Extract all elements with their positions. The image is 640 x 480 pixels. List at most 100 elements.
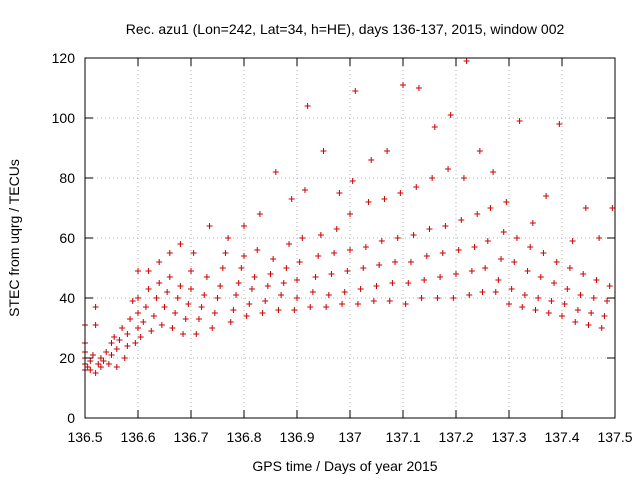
data-point — [609, 205, 616, 211]
data-point — [548, 298, 555, 304]
y-tick-label: 0 — [67, 410, 75, 426]
data-point — [413, 184, 420, 190]
data-point — [142, 304, 149, 310]
grid-lines — [85, 58, 615, 418]
data-point — [508, 286, 515, 292]
data-point — [333, 226, 340, 232]
data-point — [233, 292, 240, 298]
data-point — [331, 250, 338, 256]
x-tick-label: 137.4 — [544, 429, 579, 445]
data-point — [540, 250, 547, 256]
data-point — [214, 295, 221, 301]
data-point — [386, 298, 393, 304]
data-point — [418, 295, 425, 301]
data-point — [172, 310, 179, 316]
data-point — [460, 175, 467, 181]
data-point — [140, 319, 147, 325]
data-point — [373, 283, 380, 289]
data-point — [188, 286, 194, 292]
data-point — [230, 307, 237, 313]
data-point — [397, 190, 404, 196]
data-point — [296, 259, 303, 265]
data-point — [384, 148, 391, 154]
data-point — [219, 265, 226, 271]
y-tick-label: 60 — [59, 230, 75, 246]
data-point — [190, 250, 197, 256]
data-point — [185, 301, 192, 307]
data-point — [108, 352, 115, 358]
data-point — [349, 178, 356, 184]
data-point — [259, 310, 266, 316]
data-point — [572, 319, 579, 325]
x-tick-label: 136.6 — [120, 429, 155, 445]
data-point — [238, 265, 245, 271]
data-point — [158, 322, 165, 328]
y-tick-label: 80 — [59, 170, 75, 186]
data-point — [445, 166, 452, 172]
data-point — [492, 289, 499, 295]
data-point — [148, 328, 155, 334]
data-point — [588, 310, 595, 316]
data-point — [166, 250, 173, 256]
data-point — [198, 304, 205, 310]
data-point — [129, 298, 136, 304]
data-point — [506, 301, 512, 307]
y-tick-label: 20 — [59, 350, 75, 366]
data-point — [378, 238, 385, 244]
data-point — [365, 199, 372, 205]
data-point — [113, 346, 120, 352]
data-point — [166, 274, 173, 280]
x-tick-label: 136.8 — [226, 429, 261, 445]
data-point — [513, 235, 520, 241]
data-point — [368, 157, 375, 163]
data-point — [606, 283, 613, 289]
data-point — [582, 205, 589, 211]
data-point — [217, 283, 224, 289]
data-point — [209, 325, 216, 331]
data-point — [304, 103, 311, 109]
x-tick-label: 136.9 — [279, 429, 314, 445]
data-point — [561, 301, 568, 307]
data-point — [476, 148, 483, 154]
x-tick-label: 137.5 — [597, 429, 632, 445]
data-point — [92, 304, 99, 310]
data-point — [429, 175, 436, 181]
data-point — [307, 304, 314, 310]
data-point — [203, 274, 210, 280]
data-point — [89, 352, 96, 358]
data-point — [254, 247, 261, 253]
data-point — [347, 211, 353, 217]
data-point — [92, 322, 99, 328]
data-point — [466, 292, 473, 298]
data-point — [267, 271, 274, 277]
data-point — [511, 259, 518, 265]
data-point — [596, 235, 603, 241]
data-point — [341, 289, 348, 295]
data-point — [569, 238, 576, 244]
data-point — [177, 241, 184, 247]
data-point — [87, 358, 94, 364]
data-point — [95, 361, 102, 367]
data-point — [347, 247, 353, 253]
data-points — [82, 58, 616, 376]
data-point — [188, 268, 194, 274]
data-point — [92, 370, 99, 376]
data-point — [527, 244, 534, 250]
data-point — [241, 223, 247, 229]
data-point — [336, 190, 343, 196]
data-point — [402, 301, 409, 307]
data-point — [458, 217, 465, 223]
data-point — [248, 286, 255, 292]
data-point — [389, 280, 396, 286]
data-point — [280, 280, 287, 286]
data-point — [323, 304, 330, 310]
data-point — [169, 325, 176, 331]
data-point — [270, 256, 277, 262]
data-point — [193, 331, 200, 337]
data-point — [256, 211, 263, 217]
data-point — [405, 280, 412, 286]
data-point — [174, 295, 181, 301]
data-point — [580, 271, 587, 277]
axis-ticks: 136.5 136.6 136.7 136.8 136.9 137 137.1 137.2 13… — [52, 50, 633, 445]
